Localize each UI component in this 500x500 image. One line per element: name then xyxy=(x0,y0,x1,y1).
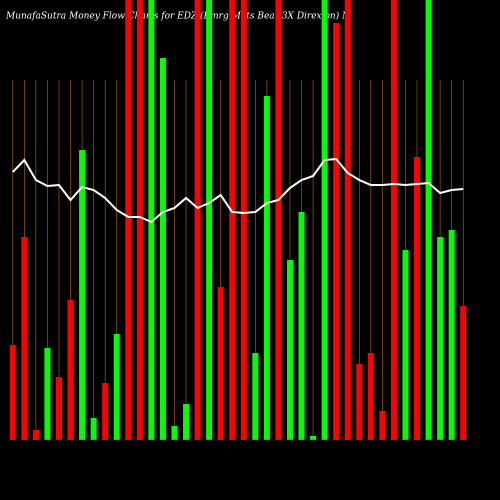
bar xyxy=(286,260,293,440)
bar xyxy=(55,377,62,440)
bar xyxy=(437,237,444,440)
bar xyxy=(194,0,201,440)
bar xyxy=(448,230,455,440)
bar xyxy=(217,287,224,440)
bar xyxy=(229,0,236,440)
bar xyxy=(79,150,86,440)
bar xyxy=(414,157,421,440)
bar xyxy=(275,0,282,440)
bar xyxy=(136,0,143,440)
bar xyxy=(460,306,467,440)
bar xyxy=(367,353,374,440)
bar xyxy=(425,0,432,440)
bar xyxy=(344,0,351,440)
bar xyxy=(102,383,109,440)
bar xyxy=(390,0,397,440)
bar xyxy=(321,0,328,440)
bar xyxy=(159,58,166,440)
bar xyxy=(9,345,16,440)
bar xyxy=(402,250,409,440)
bar xyxy=(310,436,317,440)
bar xyxy=(113,334,120,440)
bar xyxy=(32,430,39,440)
bar xyxy=(183,404,190,440)
bar xyxy=(125,0,132,440)
bar xyxy=(171,426,178,440)
bar xyxy=(356,364,363,440)
chart-title: MunafaSutra Money Flow Charts for EDZ (E… xyxy=(5,11,352,22)
bar xyxy=(240,0,247,440)
bar xyxy=(90,418,97,440)
bar xyxy=(148,0,155,440)
bar xyxy=(333,23,340,440)
bar xyxy=(44,348,51,440)
bar xyxy=(206,0,213,440)
bar xyxy=(298,212,305,440)
bar xyxy=(263,96,270,440)
price-line xyxy=(12,157,464,224)
bar xyxy=(67,300,74,440)
bar xyxy=(252,353,259,440)
bar xyxy=(379,411,386,440)
bar xyxy=(21,237,28,440)
